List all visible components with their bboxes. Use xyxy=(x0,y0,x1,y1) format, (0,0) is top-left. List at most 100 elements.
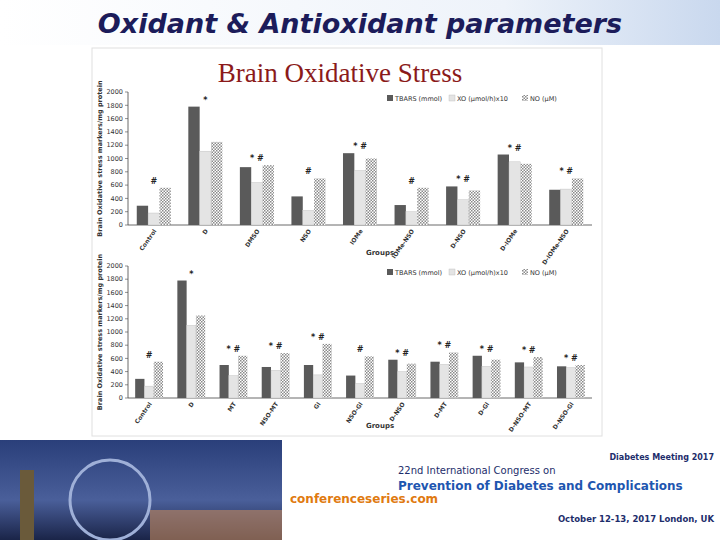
significance-mark: * xyxy=(189,270,194,279)
significance-mark: * # xyxy=(508,144,522,153)
y-tick-label: 2000 xyxy=(106,88,123,96)
bar xyxy=(365,356,374,398)
bar xyxy=(262,367,271,398)
significance-mark: * # xyxy=(250,154,264,163)
y-tick xyxy=(125,105,128,106)
bar xyxy=(533,357,542,398)
y-tick xyxy=(125,171,128,172)
bar xyxy=(304,365,313,398)
topic: Prevention of Diabetes and Complications xyxy=(398,479,683,493)
significance-mark: * # xyxy=(522,346,536,355)
x-tick-label: D-NSO xyxy=(449,228,467,250)
x-tick-label: IOMe xyxy=(348,228,364,246)
x-tick-label: MT xyxy=(226,400,238,413)
slide: Oxidant & Antioxidant parameters Brain Ox… xyxy=(0,0,720,540)
significance-mark: # xyxy=(146,351,153,360)
y-tick xyxy=(125,384,128,385)
y-tick xyxy=(125,318,128,319)
legend-label: NO (µM) xyxy=(530,95,557,103)
bar xyxy=(303,210,314,225)
city-image xyxy=(0,440,282,540)
legend-label: XO (µmol/h)x10 xyxy=(457,95,508,103)
y-tick xyxy=(125,131,128,132)
bar xyxy=(280,353,289,398)
bar xyxy=(154,362,163,398)
bar xyxy=(271,370,280,398)
y-tick-label: 1200 xyxy=(106,315,123,323)
legend-swatch xyxy=(522,95,528,101)
bar xyxy=(177,281,186,398)
y-tick-label: 600 xyxy=(111,181,123,189)
bar xyxy=(355,383,364,398)
y-tick xyxy=(125,211,128,212)
y-tick-label: 2000 xyxy=(106,262,123,270)
bar xyxy=(313,375,322,398)
x-axis-label: Groups xyxy=(366,422,394,430)
x-tick-label: D-NSO xyxy=(388,401,406,423)
x-tick-label: NSO xyxy=(298,228,312,244)
x-tick-label: D-IOMe-NSO xyxy=(540,228,570,266)
x-tick-label: D-IOMe xyxy=(498,228,518,252)
bar xyxy=(557,366,566,398)
significance-mark: * # xyxy=(456,175,470,184)
y-tick-label: 400 xyxy=(111,195,123,203)
y-tick xyxy=(125,158,128,159)
slide-title: Oxidant & Antioxidant parameters xyxy=(98,8,622,39)
x-tick-label: D-NSO-MT xyxy=(507,400,533,433)
tower xyxy=(20,470,34,540)
legend: TBARS (mmol)XO (µmol/h)x10NO (µM) xyxy=(387,95,557,103)
bar xyxy=(446,186,457,225)
significance-mark: * # xyxy=(227,345,241,354)
y-tick xyxy=(125,185,128,186)
title-band xyxy=(0,0,720,45)
legend-label: TBARS (mmol) xyxy=(394,269,442,277)
y-axis-label: Brain Oxidative stress markers/mg protei… xyxy=(96,254,104,411)
legend-swatch xyxy=(522,269,528,275)
bar xyxy=(482,366,491,398)
chart-panel xyxy=(92,48,602,436)
bar xyxy=(440,364,449,398)
bar xyxy=(354,170,365,225)
bars xyxy=(137,107,583,225)
bar xyxy=(491,360,500,398)
bar xyxy=(187,325,196,398)
bar xyxy=(395,205,406,225)
bar xyxy=(366,159,377,226)
bar xyxy=(263,165,274,225)
bar xyxy=(148,213,159,225)
bar xyxy=(322,344,331,398)
legend-swatch xyxy=(449,269,455,275)
bar xyxy=(515,362,524,398)
bar xyxy=(398,372,407,398)
y-tick-label: 1600 xyxy=(106,289,123,297)
x-tick-label: D-Gl xyxy=(476,401,490,417)
bar xyxy=(346,376,355,398)
bar xyxy=(220,365,229,398)
y-tick xyxy=(125,145,128,146)
y-tick xyxy=(125,371,128,372)
bar xyxy=(549,190,560,225)
significance-mark: * # xyxy=(395,349,409,358)
bar xyxy=(509,162,520,225)
y-tick-label: 1600 xyxy=(106,115,123,123)
bar xyxy=(211,142,222,225)
y-tick xyxy=(125,292,128,293)
y-tick xyxy=(125,198,128,199)
significance-mark: * # xyxy=(564,354,578,363)
bar xyxy=(188,107,199,225)
y-tick-label: 400 xyxy=(111,368,123,376)
x-tick-label: D-NSO-Gl xyxy=(551,401,575,431)
significance-mark: * # xyxy=(438,341,452,350)
y-axis xyxy=(128,92,129,225)
x-tick-label: DMSO xyxy=(243,228,260,249)
bar xyxy=(572,178,583,225)
legend-label: NO (µM) xyxy=(530,269,557,277)
bar xyxy=(314,178,325,225)
bar xyxy=(430,362,439,398)
bar xyxy=(388,360,397,398)
background xyxy=(0,0,720,540)
bar xyxy=(137,206,148,225)
y-tick-label: 200 xyxy=(111,208,123,216)
y-tick-label: 1400 xyxy=(106,302,123,310)
bar xyxy=(520,164,531,225)
